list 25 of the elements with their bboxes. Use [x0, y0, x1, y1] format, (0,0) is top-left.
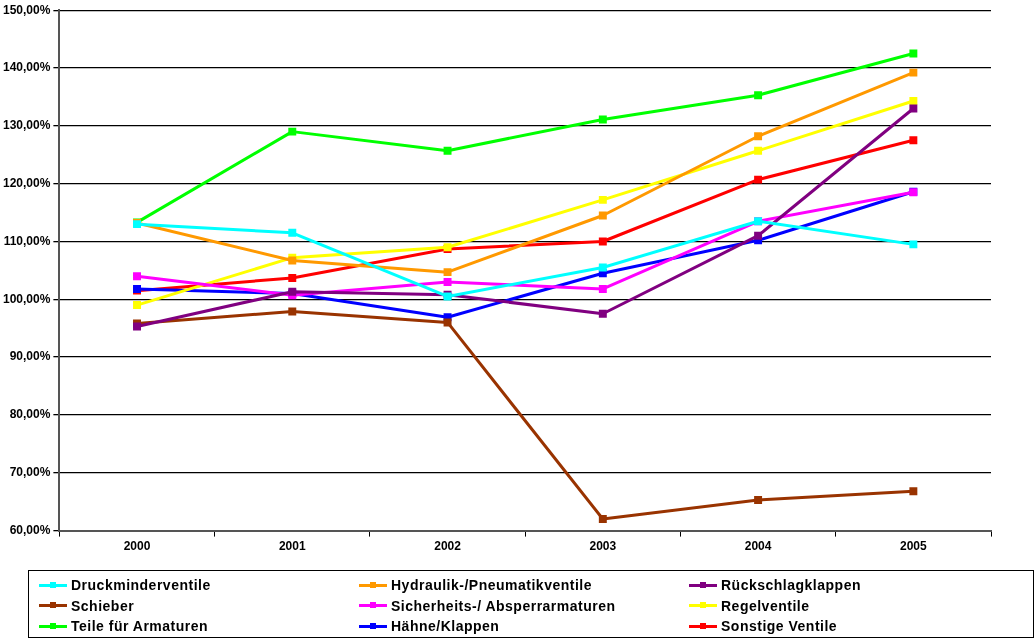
legend-label: Sonstige Ventile	[721, 618, 838, 635]
legend-label: Schieber	[71, 597, 135, 614]
x-tick-label: 2004	[744, 539, 772, 554]
legend-label: Rückschlagklappen	[721, 577, 861, 593]
y-tick-label: 100,00%	[3, 291, 51, 306]
legend-label: Regelventile	[721, 597, 810, 614]
legend-label: Hydraulik-/Pneumatikventile	[391, 577, 593, 593]
y-tick-label: 70,00%	[9, 465, 51, 480]
y-tick-label: 140,00%	[3, 60, 51, 75]
y-tick-label: 130,00%	[3, 118, 51, 133]
y-tick-label: 120,00%	[3, 175, 51, 190]
x-tick-label: 2003	[589, 539, 617, 554]
y-tick-label: 60,00%	[9, 522, 51, 537]
legend-label: Hähne/Klappen	[391, 618, 500, 635]
x-tick-label: 2001	[278, 539, 306, 554]
x-tick-label: 2005	[900, 539, 928, 554]
y-tick-label: 150,00%	[3, 2, 51, 17]
legend-label: Sicherheits-/ Absperrarmaturen	[391, 597, 616, 614]
y-tick-label: 110,00%	[3, 233, 51, 248]
y-tick-label: 80,00%	[9, 407, 51, 422]
y-tick-label: 90,00%	[9, 349, 51, 364]
x-tick-label: 2002	[434, 539, 462, 554]
x-tick-label: 2000	[123, 539, 151, 554]
legend-label: Teile für Armaturen	[71, 618, 209, 635]
legend-label: Druckminderventile	[71, 577, 211, 593]
